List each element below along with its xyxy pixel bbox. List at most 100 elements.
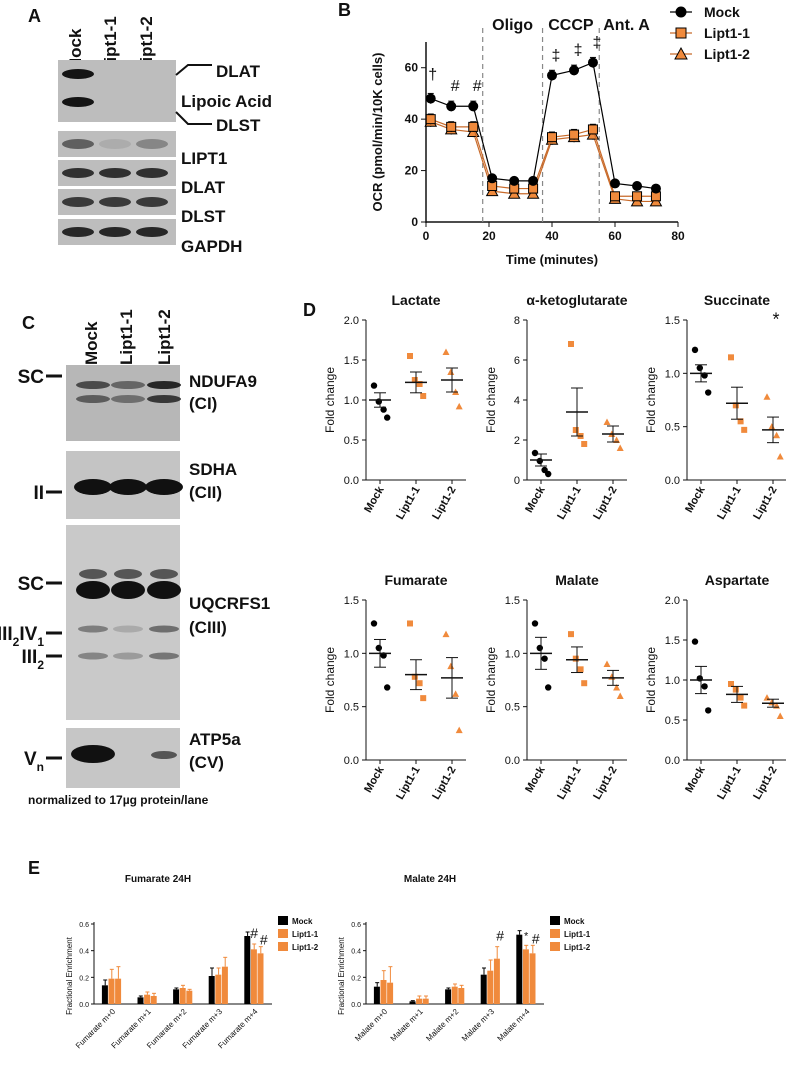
band-ndufa9 xyxy=(76,395,110,403)
data-point-mock xyxy=(696,364,703,372)
data-point-lipt1-1 xyxy=(732,686,739,693)
blot-label-uqcrfs1: UQCRFS1 xyxy=(189,594,271,613)
bar-lipt1-2 xyxy=(115,978,122,1004)
data-point-mock xyxy=(468,101,479,112)
y-axis-label: Fractional Enrichment xyxy=(337,936,346,1015)
band-dlst xyxy=(99,197,131,207)
significance-symbol: ‡ xyxy=(574,42,583,59)
legend-swatch-lipt1-2 xyxy=(278,942,288,951)
band-uqcrfs1-upper xyxy=(114,569,142,579)
data-point-lipt1-2 xyxy=(776,453,784,460)
bar-lipt1-1 xyxy=(416,998,423,1004)
y-tick-label: 0.5 xyxy=(344,435,359,447)
band-uqcrfs1-upper xyxy=(150,569,178,579)
data-point-lipt1-2 xyxy=(616,692,624,699)
data-point-lipt1-1 xyxy=(416,381,423,387)
y-tick-label: 60 xyxy=(405,61,419,75)
bar-lipt1-2 xyxy=(221,966,228,1004)
x-tick-label: 20 xyxy=(482,229,496,243)
bar-mock xyxy=(373,986,380,1004)
blot-label-dlst: DLST xyxy=(181,207,226,226)
y-tick-label: 1.5 xyxy=(665,635,680,647)
band-dlat xyxy=(136,168,168,178)
y-tick-label: 0.0 xyxy=(665,755,680,767)
bar-lipt1-2 xyxy=(387,982,394,1004)
data-point-lipt1-1 xyxy=(420,393,427,399)
data-point-lipt1-2 xyxy=(763,393,771,400)
western-blot-panel-a xyxy=(58,60,176,245)
x-tick-label: Lipt1-1 xyxy=(394,765,422,802)
band-dlst xyxy=(62,197,94,207)
chart-title: Malate 24H xyxy=(404,874,456,885)
bar-lipt1-2 xyxy=(150,996,157,1004)
blot-label-dlat: DLAT xyxy=(181,178,226,197)
ocr-line-chart: 0 20 40 60 0 20 40 60 80 Time (minutes) OCR (pmol/… xyxy=(370,4,750,267)
scatter-plot-Aspartate: Aspartate 0.0 0.5 1.0 1.5 2.0 Fold change Mock L… xyxy=(644,572,786,802)
y-tick-label: 0.2 xyxy=(351,975,361,982)
bar-mock xyxy=(480,974,487,1004)
marker-label: Vn xyxy=(24,749,44,774)
x-tick-label: Lipt1-1 xyxy=(715,485,743,522)
band-dlst xyxy=(136,197,168,207)
y-tick-label: 1.5 xyxy=(505,595,520,607)
significance-symbol: # xyxy=(532,930,540,946)
panel-label-b: B xyxy=(338,0,351,20)
significance-symbol: # xyxy=(496,928,504,944)
x-tick-label: Malate m+3 xyxy=(460,1007,496,1043)
y-axis-label: Fold change xyxy=(484,367,498,433)
bar-mock xyxy=(208,976,215,1004)
data-point-mock xyxy=(509,175,520,186)
bar-lipt1-1 xyxy=(522,949,529,1004)
plot-title: Succinate xyxy=(704,292,770,308)
data-point-lipt1-1 xyxy=(728,354,734,361)
y-tick-label: 0.4 xyxy=(79,949,89,956)
y-axis-label: Fold change xyxy=(323,367,337,433)
bar-mock xyxy=(516,934,523,1004)
y-tick-label: 2.0 xyxy=(344,315,359,327)
y-tick-label: 1.0 xyxy=(505,648,520,660)
blot-label-atp5a: ATP5a xyxy=(189,730,241,749)
significance-symbol: * xyxy=(524,930,529,942)
y-tick-label: 1.5 xyxy=(344,595,359,607)
data-point-mock xyxy=(701,683,708,690)
y-tick-label: 1.0 xyxy=(344,648,359,660)
legend-label: Mock xyxy=(704,4,740,20)
marker-label: III2IV1 xyxy=(0,624,44,649)
y-tick-label: 0.0 xyxy=(344,475,359,487)
data-point-lipt1-2 xyxy=(603,660,611,667)
bar-lipt1-2 xyxy=(186,990,193,1004)
bar-lipt1-2 xyxy=(529,953,536,1004)
plot-title: α-ketoglutarate xyxy=(526,292,627,308)
y-axis-label: Fold change xyxy=(644,367,658,433)
plot-title: Fumarate xyxy=(384,572,447,588)
x-tick-label: Lipt1-1 xyxy=(715,765,743,802)
plot-title: Malate xyxy=(555,572,599,588)
data-point-lipt1-1 xyxy=(407,620,413,627)
blot-label-sdha: SDHA xyxy=(189,460,238,479)
data-point-lipt1-1 xyxy=(572,655,579,662)
panel-label-c: C xyxy=(22,313,35,333)
data-point-mock xyxy=(531,449,539,457)
legend-swatch-mock xyxy=(550,916,560,925)
x-tick-label: Malate m+1 xyxy=(389,1007,425,1043)
bar-lipt1-2 xyxy=(458,988,465,1004)
band-ndufa9 xyxy=(147,395,181,403)
data-point-lipt1-2 xyxy=(613,436,621,443)
blot-uqcrfs1 xyxy=(66,525,180,720)
panel-label-e: E xyxy=(28,858,41,878)
data-point-lipt1-1 xyxy=(737,694,744,701)
data-point-mock xyxy=(650,183,661,194)
dlat-arrow-label: DLAT xyxy=(216,62,261,81)
data-point-lipt1-1 xyxy=(737,418,744,425)
significance-symbol: # xyxy=(250,925,258,941)
bar-chart-Malate 24H: Malate 24H 0.0 0.2 0.4 0.6 Fractional Enrichm… xyxy=(337,874,591,1043)
band-uqcrfs1-complex xyxy=(78,625,108,633)
data-point-lipt1-2 xyxy=(768,423,776,430)
data-point-lipt1-1 xyxy=(416,680,423,687)
data-point-lipt1-2 xyxy=(613,683,621,691)
bar-lipt1-1 xyxy=(108,978,115,1004)
phase-label: CCCP xyxy=(548,17,594,34)
significance-symbol: # xyxy=(260,932,268,948)
bar-lipt1-1 xyxy=(487,970,494,1004)
x-tick-label: Lipt1-2 xyxy=(591,765,619,802)
